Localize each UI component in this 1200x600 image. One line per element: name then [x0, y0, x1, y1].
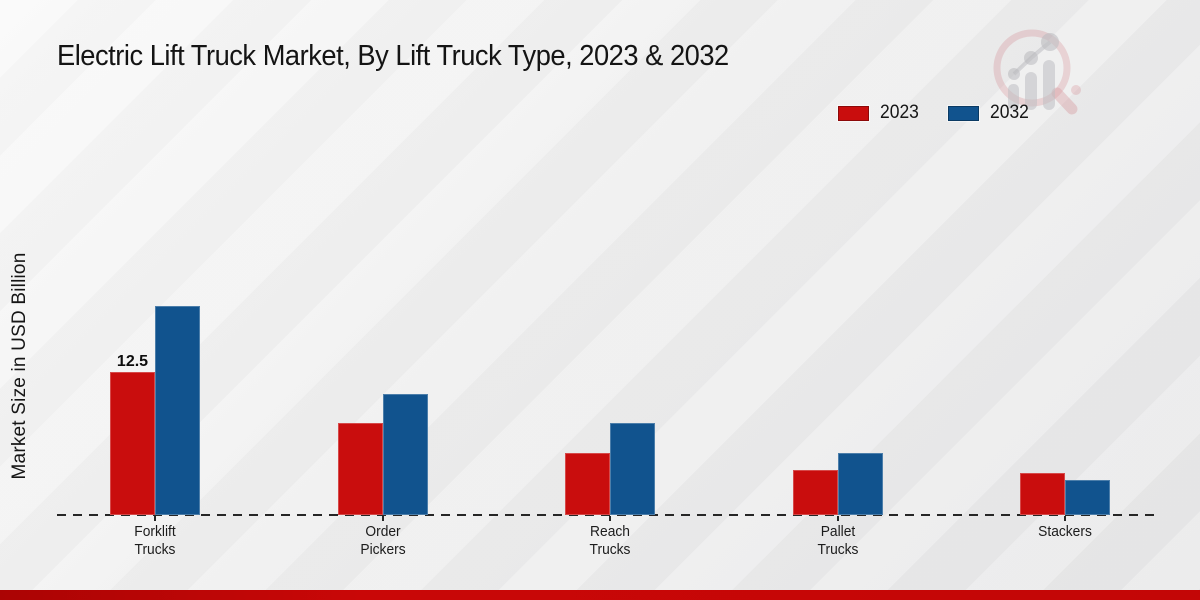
- bar-2023-stackers: [1020, 473, 1065, 515]
- y-axis-label: Market Size in USD Billion: [9, 252, 30, 480]
- bar-2032-order-pickers: [382, 394, 428, 515]
- bar-2023-order-pickers: [337, 423, 383, 515]
- bar-2032-pallet-trucks: [837, 453, 883, 515]
- legend-label: 2023: [880, 102, 919, 123]
- magnifier-growth-logo-icon: [993, 29, 1081, 115]
- legend-item-2023: 2023: [838, 102, 922, 124]
- x-axis-tick-order-pickers: [381, 516, 384, 521]
- category-label-order-pickers: Order Pickers: [359, 523, 406, 558]
- bar-2032-reach-trucks: [610, 423, 655, 515]
- category-label-stackers: Stackers: [1038, 523, 1092, 540]
- legend-label: 2032: [990, 102, 1030, 123]
- bar-2023-reach-trucks: [565, 453, 610, 515]
- legend-swatch-2032: [948, 105, 980, 121]
- x-axis-dashed-line: [57, 514, 1160, 516]
- legend-swatch-2023: [838, 105, 869, 121]
- x-axis-tick-stackers: [1064, 516, 1066, 521]
- bar-value-label-2023-forklift-trucks: 12.5: [116, 353, 149, 370]
- category-label-pallet-trucks: Pallet Trucks: [817, 523, 858, 558]
- bar-2023-forklift-trucks: [110, 372, 155, 515]
- legend-item-2032: 2032: [948, 102, 1032, 124]
- category-label-reach-trucks: Reach Trucks: [589, 523, 631, 558]
- bar-2032-forklift-trucks: [155, 306, 200, 515]
- x-axis-tick-forklift-trucks: [154, 516, 156, 521]
- x-axis-tick-reach-trucks: [609, 516, 611, 521]
- bar-2032-stackers: [1065, 480, 1110, 515]
- legend: 2023 2032: [838, 102, 1033, 124]
- footer-accent-band: [0, 590, 1200, 600]
- x-axis-tick-pallet-trucks: [836, 516, 839, 521]
- category-label-forklift-trucks: Forklift Trucks: [134, 523, 176, 558]
- chart-title: Electric Lift Truck Market, By Lift Truc…: [57, 40, 729, 72]
- bar-2023-pallet-trucks: [792, 470, 838, 515]
